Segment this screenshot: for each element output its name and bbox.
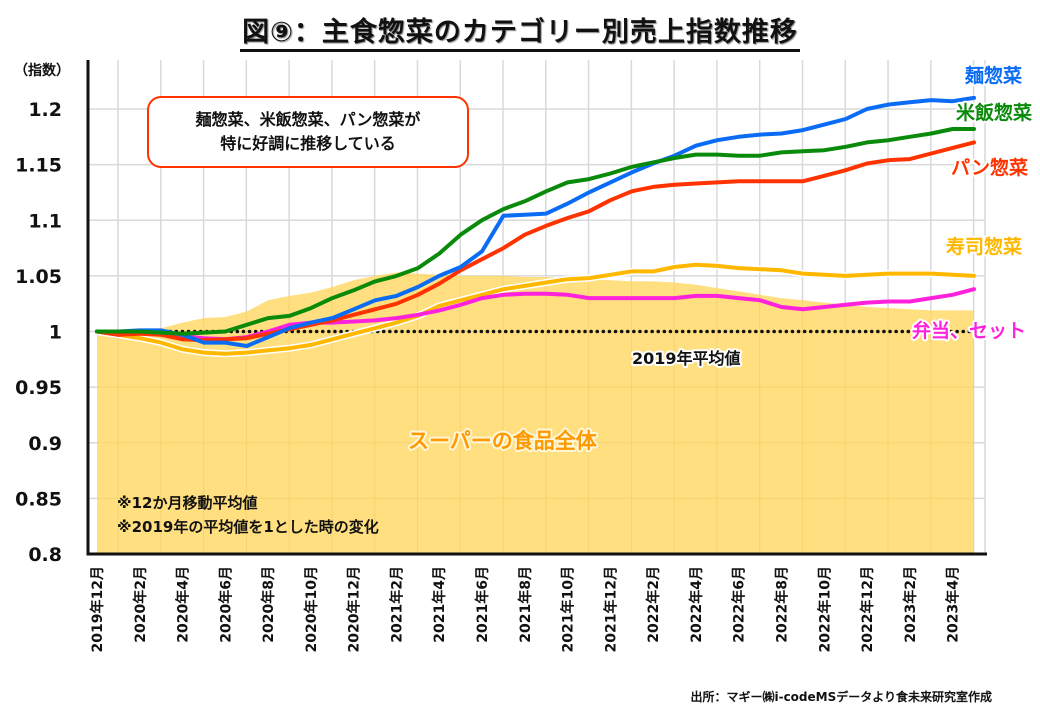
note-index-basis: ※2019年の平均値を1とした時の変化 bbox=[117, 518, 379, 536]
x-tick-label: 2021年2月 bbox=[388, 566, 405, 643]
series-line-1 bbox=[95, 127, 976, 336]
series-label-1: 米飯惣菜 bbox=[956, 101, 1032, 124]
x-tick-label: 2019年12月 bbox=[89, 566, 106, 652]
x-tick-label: 2022年6月 bbox=[731, 566, 748, 643]
series-label-2: パン惣菜 bbox=[951, 156, 1028, 179]
y-tick-label: 1 bbox=[49, 322, 62, 344]
x-tick-label: 2023年2月 bbox=[902, 566, 919, 643]
callout-box: 麺惣菜、米飯惣菜、パン惣菜が 特に好調に推移している bbox=[147, 96, 469, 168]
series-line-2 bbox=[95, 140, 976, 343]
y-tick-label: 0.85 bbox=[15, 488, 62, 510]
y-tick-label: 0.9 bbox=[28, 433, 62, 455]
y-tick-label: 1.15 bbox=[15, 155, 62, 177]
axes bbox=[86, 60, 987, 556]
series-line-0 bbox=[95, 95, 976, 348]
x-tick-label: 2022年10月 bbox=[816, 566, 833, 652]
x-tick-label: 2023年4月 bbox=[945, 566, 962, 643]
x-tick-label: 2020年6月 bbox=[217, 566, 234, 643]
callout-line-2: 特に好調に推移している bbox=[220, 134, 396, 153]
y-tick-label: 1.05 bbox=[15, 266, 62, 288]
series-layer bbox=[95, 95, 976, 358]
x-tick-label: 2020年4月 bbox=[175, 566, 192, 643]
area-label: スーパーの食品全体 bbox=[408, 429, 598, 453]
series-label-3: 寿司惣菜 bbox=[946, 235, 1022, 258]
x-tick-label: 2022年12月 bbox=[859, 566, 876, 652]
baseline-label: 2019年平均値 bbox=[632, 349, 741, 368]
x-axis-ticks: 2019年12月 2020年2月 2020年4月 2020年6月 2020年8月 2020… bbox=[89, 566, 962, 652]
y-tick-label: 0.95 bbox=[15, 377, 62, 399]
y-axis-unit: （指数） bbox=[14, 62, 70, 79]
x-tick-label: 2020年10月 bbox=[303, 566, 320, 652]
x-tick-label: 2021年4月 bbox=[431, 566, 448, 643]
x-tick-label: 2020年12月 bbox=[346, 566, 363, 652]
y-tick-label: 1.2 bbox=[28, 99, 62, 121]
y-tick-label: 1.1 bbox=[28, 210, 62, 232]
y-tick-label: 0.8 bbox=[28, 544, 62, 566]
chart-title: 図⑨：主食惣菜のカテゴリー別売上指数推移 bbox=[0, 10, 1040, 52]
note-moving-average: ※12か月移動平均値 bbox=[117, 494, 257, 512]
series-line-3 bbox=[95, 262, 976, 356]
y-axis-ticks: 0.8 0.85 0.9 0.95 1 1.05 1.1 1.15 1.2 bbox=[15, 99, 62, 566]
x-tick-label: 2021年8月 bbox=[517, 566, 534, 643]
series-label-4: 弁当、セット bbox=[912, 319, 1026, 342]
x-tick-label: 2021年10月 bbox=[560, 566, 577, 652]
x-tick-label: 2022年4月 bbox=[688, 566, 705, 643]
source-note: 出所：マギー㈱i-codeMSデータより食未来研究室作成 bbox=[690, 690, 992, 704]
x-tick-label: 2021年6月 bbox=[474, 566, 491, 643]
chart-title-text: 図⑨：主食惣菜のカテゴリー別売上指数推移 bbox=[240, 17, 800, 52]
x-tick-label: 2021年12月 bbox=[602, 566, 619, 652]
callout-line-1: 麺惣菜、米飯惣菜、パン惣菜が bbox=[195, 110, 421, 129]
series-label-0: 麺惣菜 bbox=[964, 64, 1022, 87]
x-tick-label: 2022年2月 bbox=[645, 566, 662, 643]
x-tick-label: 2020年8月 bbox=[260, 566, 277, 643]
x-tick-label: 2020年2月 bbox=[132, 566, 149, 643]
x-tick-label: 2022年8月 bbox=[773, 566, 790, 643]
